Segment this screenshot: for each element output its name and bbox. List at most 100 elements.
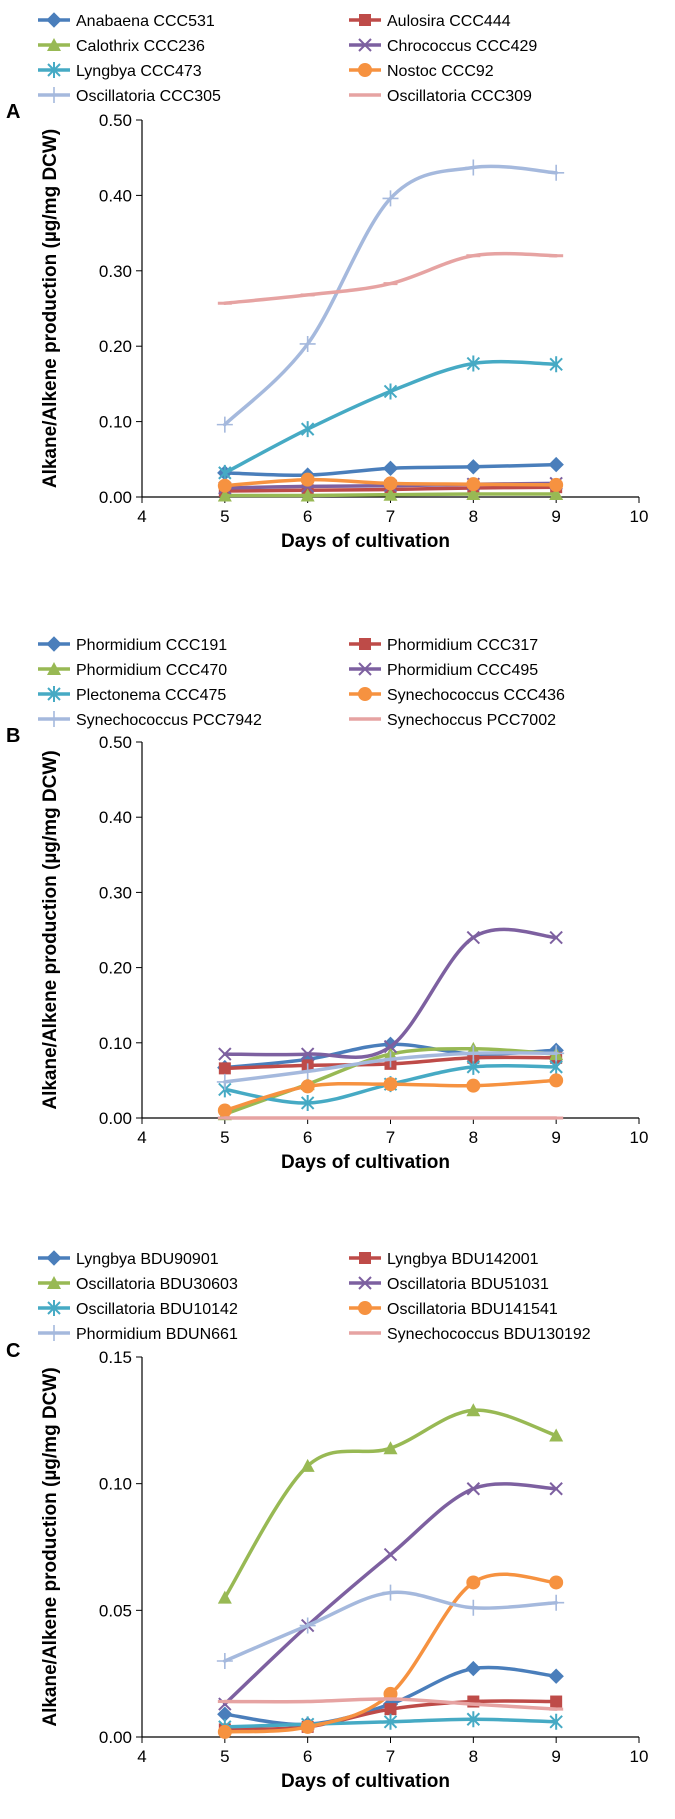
x-tick-label: 7	[386, 1747, 395, 1766]
data-point	[383, 1441, 398, 1455]
series-line	[223, 164, 558, 427]
legend-label: Phormidium CCC191	[76, 637, 227, 654]
data-point	[300, 421, 315, 438]
legend-marker	[46, 711, 62, 727]
data-point	[550, 1695, 563, 1708]
data-point	[466, 486, 481, 500]
legend-item-synechococcus-bdu130192: Synechococcus BDU130192	[349, 1326, 591, 1343]
series-line	[223, 251, 558, 305]
x-axis-label: Days of cultivation	[281, 1152, 450, 1173]
data-point	[465, 159, 482, 176]
legend-marker	[358, 38, 372, 52]
legend-item-phormidium-ccc470: Phormidium CCC470	[38, 662, 227, 679]
data-point	[548, 1045, 565, 1062]
data-point	[382, 1584, 399, 1601]
legend-item-synechococcus-pcc7942: Synechococcus PCC7942	[38, 711, 262, 729]
legend-marker	[47, 62, 61, 78]
data-point	[299, 1063, 316, 1080]
legend-label: Aulosira CCC444	[387, 13, 511, 30]
data-point	[549, 486, 564, 500]
legend-item-plectonema-ccc475: Plectonema CCC475	[38, 686, 226, 704]
data-point	[382, 1051, 399, 1068]
y-tick-label: 0.20	[99, 959, 132, 978]
legend-label: Phormidium CCC470	[76, 662, 227, 679]
data-point	[216, 1653, 233, 1669]
data-point	[300, 472, 315, 487]
data-point	[548, 456, 564, 473]
legend-item-oscillatoria-bdu141541: Oscillatoria BDU141541	[349, 1301, 558, 1318]
legend-marker	[46, 1250, 62, 1266]
panel-label: A	[6, 101, 20, 123]
data-point	[466, 1058, 481, 1075]
x-tick-label: 4	[137, 1128, 146, 1147]
data-point	[217, 1590, 232, 1604]
x-tick-label: 6	[303, 1128, 312, 1147]
x-tick-label: 8	[469, 1128, 478, 1147]
data-point	[216, 1073, 233, 1090]
legend: Anabaena CCC531 Aulosira CCC444 Calothrix …	[38, 12, 537, 105]
legend-label: Phormidium CCC317	[387, 637, 538, 654]
series-oscillatoria-bdu141541	[217, 1572, 564, 1739]
legend-item-phormidium-ccc495: Phormidium CCC495	[349, 662, 538, 679]
legend-label: Synechococcus BDU130192	[387, 1326, 591, 1343]
legend-label: Oscillatoria BDU141541	[387, 1301, 558, 1318]
x-tick-label: 9	[551, 507, 560, 526]
legend-label: Synechoccus PCC7002	[387, 712, 556, 729]
y-tick-label: 0.10	[99, 1034, 132, 1053]
data-point	[300, 1047, 315, 1061]
x-tick-label: 6	[303, 1747, 312, 1766]
series-calothrix-ccc236	[217, 486, 564, 502]
panel-c: Lyngbya BDU90901 Lyngbya BDU142001 Oscilla…	[6, 1250, 648, 1792]
x-tick-label: 4	[137, 507, 146, 526]
y-tick-label: 0.10	[99, 1475, 132, 1494]
series-synechococcus-pcc7942	[216, 1045, 565, 1090]
data-point	[466, 1575, 481, 1590]
legend-label: Oscillatoria BDU51031	[387, 1276, 549, 1293]
legend-marker	[359, 638, 371, 650]
data-point	[466, 355, 481, 372]
legend-marker	[47, 38, 61, 51]
data-point	[299, 1617, 316, 1634]
data-point	[300, 1079, 315, 1094]
y-tick-label: 0.30	[99, 262, 132, 281]
legend-item-oscillatoria-bdu10142: Oscillatoria BDU10142	[38, 1300, 238, 1318]
legend-item-nostoc-ccc92: Nostoc CCC92	[349, 63, 494, 80]
x-tick-label: 5	[220, 507, 229, 526]
legend-marker	[46, 87, 62, 103]
legend-label: Synechococcus PCC7942	[76, 712, 262, 729]
legend-label: Oscillatoria CCC309	[387, 88, 532, 105]
x-tick-label: 8	[469, 1747, 478, 1766]
legend-marker	[47, 662, 61, 675]
data-point	[300, 488, 315, 502]
legend-marker	[358, 1301, 372, 1315]
legend-item-chrococcus-ccc429: Chrococcus CCC429	[349, 38, 537, 55]
legend-label: Phormidium CCC495	[387, 662, 538, 679]
legend-label: Lyngbya BDU90901	[76, 1251, 219, 1268]
data-point	[383, 1077, 398, 1092]
data-point	[217, 488, 232, 502]
legend-marker	[47, 1300, 61, 1316]
data-point	[218, 464, 232, 481]
legend-marker	[46, 636, 62, 652]
legend-label: Calothrix CCC236	[76, 38, 205, 55]
legend-item-oscillatoria-bdu51031: Oscillatoria BDU51031	[349, 1276, 549, 1293]
data-point	[383, 1547, 398, 1562]
y-tick-label: 0.40	[99, 808, 132, 827]
legend-marker	[359, 1252, 371, 1264]
data-point	[383, 476, 398, 491]
series-synechococcus-bdu130192	[217, 1697, 564, 1711]
legend-item-oscillatoria-ccc309: Oscillatoria CCC309	[349, 88, 532, 105]
x-tick-label: 9	[551, 1747, 560, 1766]
x-axis-label: Days of cultivation	[281, 1771, 450, 1792]
legend-marker	[46, 12, 62, 28]
series-line	[223, 1590, 558, 1663]
legend-label: Oscillatoria BDU30603	[76, 1276, 238, 1293]
y-tick-label: 0.50	[99, 733, 132, 752]
y-tick-label: 0.40	[99, 186, 132, 205]
x-tick-label: 9	[551, 1128, 560, 1147]
x-axis-label: Days of cultivation	[281, 531, 450, 552]
data-point	[218, 1047, 232, 1061]
y-axis-label: Alkane/Alkene production (µg/mg DCW)	[40, 129, 61, 488]
legend-item-anabaena-ccc531: Anabaena CCC531	[38, 12, 215, 30]
